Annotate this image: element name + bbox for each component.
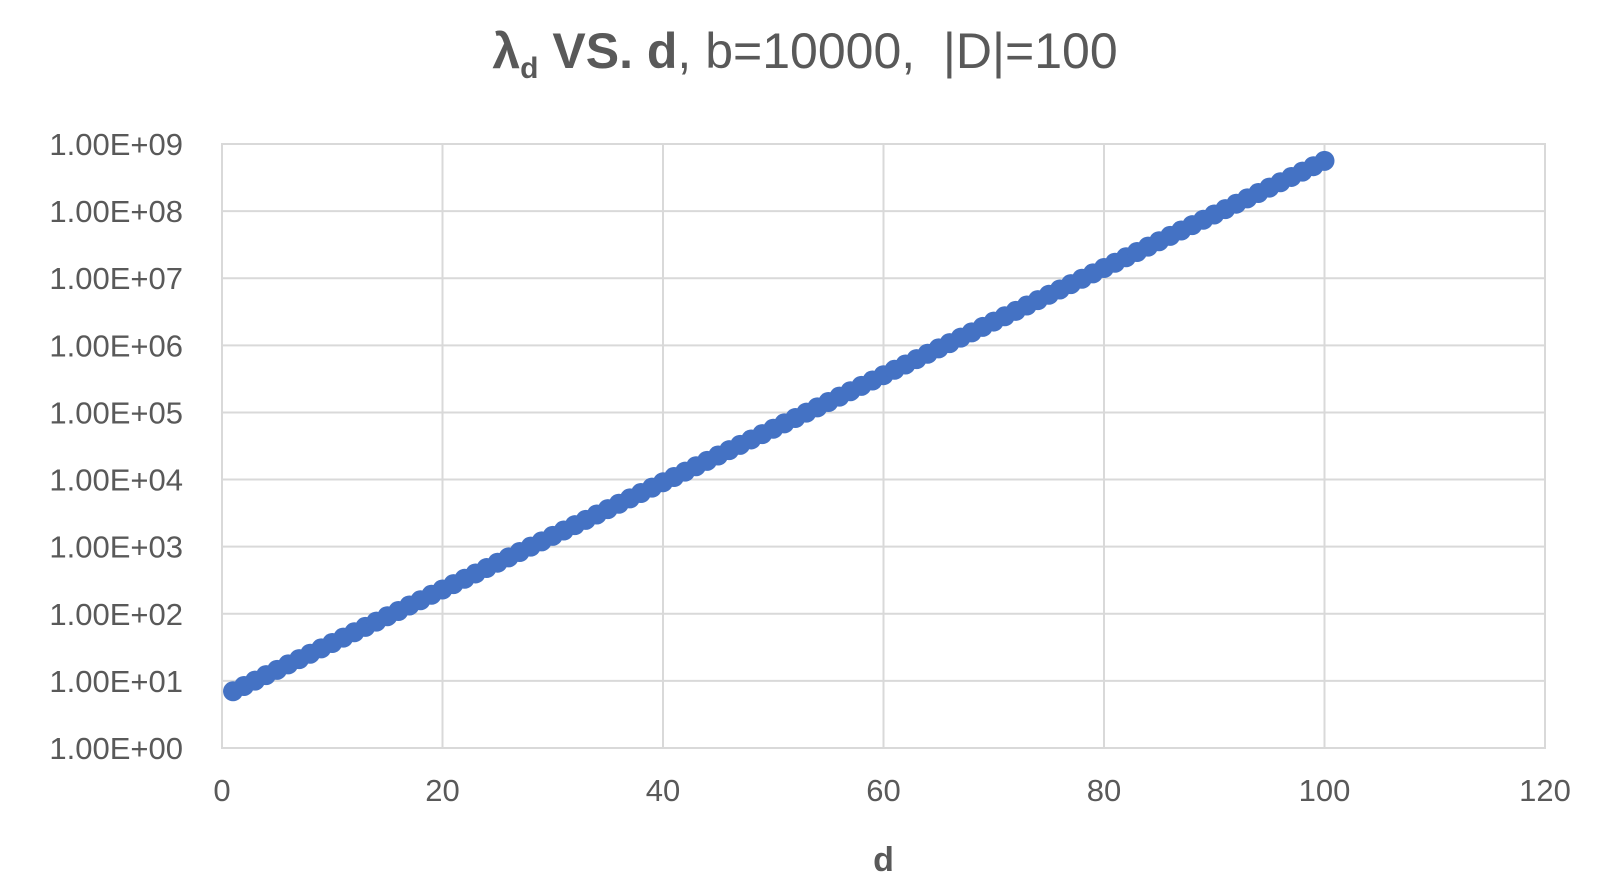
x-tick-label: 20	[425, 773, 459, 808]
x-tick-label: 40	[646, 773, 680, 808]
title-symbol: λ	[492, 23, 520, 79]
title-bold-rest: VS. d	[539, 23, 678, 79]
y-tick-label: 1.00E+06	[49, 328, 183, 363]
y-tick-label: 1.00E+02	[49, 597, 183, 632]
x-tick-label: 120	[1519, 773, 1571, 808]
chart-title: λd VS. d, b=10000, |D|=100	[492, 23, 1117, 85]
y-axis-tick-labels: 1.00E+00 1.00E+01 1.00E+02 1.00E+03 1.00E+04…	[49, 127, 183, 766]
x-axis-title: d	[873, 841, 894, 879]
y-tick-label: 1.00E+05	[49, 395, 183, 430]
x-tick-label: 100	[1299, 773, 1351, 808]
plot-area-border	[221, 143, 1546, 749]
y-tick-label: 1.00E+01	[49, 664, 183, 699]
y-tick-label: 1.00E+07	[49, 261, 183, 296]
y-tick-label: 1.00E+04	[49, 463, 183, 498]
title-normal-rest: , b=10000, |D|=100	[677, 23, 1117, 79]
y-tick-label: 1.00E+09	[49, 127, 183, 162]
data-points	[223, 150, 1335, 702]
gridlines	[221, 143, 1546, 749]
data-point	[1314, 150, 1335, 171]
x-tick-label: 0	[213, 773, 230, 808]
x-tick-label: 80	[1087, 773, 1121, 808]
y-tick-label: 1.00E+03	[49, 530, 183, 565]
y-tick-label: 1.00E+08	[49, 194, 183, 229]
y-tick-label: 1.00E+00	[49, 731, 183, 766]
x-axis-tick-labels: 0 20 40 60 80 100 120	[213, 773, 1570, 808]
x-tick-label: 60	[866, 773, 900, 808]
title-subscript: d	[520, 52, 538, 85]
